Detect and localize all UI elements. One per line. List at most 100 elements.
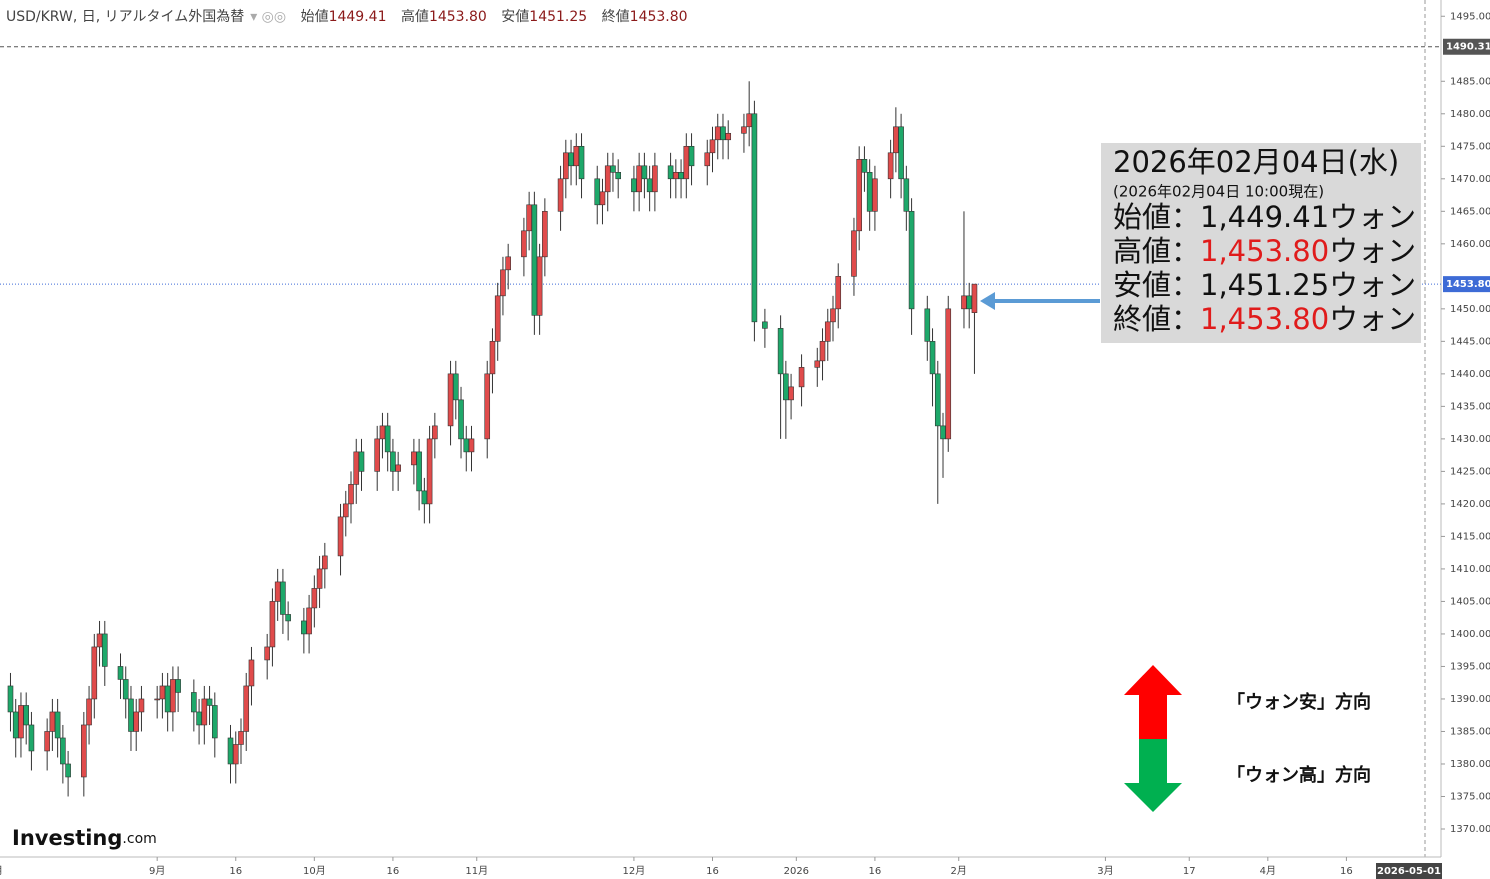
body bbox=[898, 126, 904, 180]
body bbox=[49, 711, 56, 732]
body bbox=[646, 178, 653, 193]
up-arrow bbox=[1124, 665, 1182, 739]
body bbox=[610, 165, 616, 173]
body bbox=[337, 516, 344, 557]
body bbox=[201, 698, 208, 726]
candle bbox=[322, 542, 328, 589]
y-tick-label: 1405.00 bbox=[1450, 596, 1490, 607]
high-value: 1453.80 bbox=[428, 9, 487, 25]
candle bbox=[101, 620, 108, 686]
candle bbox=[824, 308, 831, 361]
logo: Investing.com bbox=[12, 826, 157, 850]
high-label: 高値 bbox=[400, 9, 429, 25]
candle bbox=[494, 282, 501, 361]
body bbox=[961, 295, 967, 310]
candle bbox=[395, 451, 401, 491]
y-tick-label: 1440.00 bbox=[1450, 369, 1490, 380]
info-row: 安値：1,451.25ウォン bbox=[1113, 268, 1416, 302]
candle bbox=[851, 217, 857, 296]
body bbox=[568, 152, 574, 167]
body bbox=[54, 711, 61, 739]
body bbox=[824, 321, 831, 342]
body bbox=[416, 451, 422, 492]
body bbox=[395, 464, 401, 472]
body bbox=[887, 152, 894, 180]
unit: ウォン bbox=[1329, 268, 1416, 302]
value: 1,449.41 bbox=[1200, 200, 1329, 234]
candle bbox=[725, 120, 732, 160]
candle bbox=[316, 555, 323, 608]
body bbox=[631, 178, 637, 193]
candle bbox=[91, 633, 98, 719]
candle bbox=[384, 412, 391, 472]
label: 高値： bbox=[1113, 234, 1200, 268]
body bbox=[966, 295, 973, 310]
x-tick-label: 12月 bbox=[623, 865, 646, 877]
body bbox=[411, 451, 417, 466]
candle bbox=[65, 750, 71, 797]
candle bbox=[81, 711, 87, 797]
candle bbox=[458, 386, 464, 459]
candle bbox=[426, 425, 433, 524]
body bbox=[322, 555, 328, 570]
y-tick-label: 1495.00 bbox=[1450, 11, 1490, 22]
body bbox=[274, 581, 281, 602]
body bbox=[154, 698, 160, 701]
candle bbox=[971, 283, 978, 374]
body bbox=[238, 731, 244, 745]
info-asof: (2026年02月04日 10:00現在) bbox=[1113, 183, 1324, 201]
x-tick-label: 16 bbox=[869, 866, 882, 877]
y-tick-label: 1400.00 bbox=[1450, 629, 1490, 640]
body bbox=[91, 646, 98, 700]
body bbox=[903, 178, 910, 212]
body bbox=[578, 145, 585, 180]
body bbox=[227, 737, 234, 765]
body bbox=[306, 607, 312, 635]
body bbox=[678, 172, 684, 180]
candle bbox=[814, 347, 821, 387]
body bbox=[830, 308, 836, 323]
candle bbox=[819, 328, 826, 381]
info-row: 終値：1,453.80ウォン bbox=[1113, 302, 1416, 336]
body bbox=[851, 230, 857, 277]
y-tick-label: 1420.00 bbox=[1450, 499, 1490, 510]
unit: ウォン bbox=[1329, 200, 1416, 234]
header: USD/KRW, 日, リアルタイム外国為替 ▾ ◎◎ 始値1449.41 高値1… bbox=[6, 9, 688, 25]
body bbox=[819, 341, 826, 362]
candle bbox=[788, 373, 794, 420]
body bbox=[128, 698, 134, 732]
body bbox=[7, 685, 14, 713]
body bbox=[211, 705, 218, 739]
x-tick-label: 11月 bbox=[465, 865, 488, 877]
candle bbox=[348, 471, 354, 524]
label: 始値： bbox=[1113, 200, 1200, 234]
body bbox=[138, 698, 145, 713]
body bbox=[594, 178, 601, 206]
candle bbox=[243, 672, 250, 751]
price-box bbox=[1443, 276, 1490, 293]
pointer-arrow-head bbox=[980, 292, 995, 310]
body bbox=[908, 211, 915, 310]
candle bbox=[23, 692, 29, 745]
body bbox=[206, 698, 213, 706]
body bbox=[311, 588, 318, 609]
y-tick-label: 1485.00 bbox=[1450, 76, 1490, 87]
candle bbox=[521, 217, 527, 277]
candle bbox=[610, 152, 616, 192]
candle bbox=[934, 360, 941, 504]
legend-down: 「ウォン高」方向 bbox=[1227, 764, 1371, 786]
body bbox=[170, 679, 176, 713]
candle bbox=[887, 139, 894, 199]
candle bbox=[358, 438, 365, 491]
candle bbox=[872, 165, 878, 231]
body bbox=[531, 204, 538, 316]
cursor-date-box bbox=[1376, 863, 1442, 879]
body bbox=[641, 165, 648, 180]
cursor-date: 2026-05-01 bbox=[1377, 866, 1441, 877]
body bbox=[358, 451, 365, 472]
close-value: 1453.80 bbox=[629, 9, 688, 25]
body bbox=[374, 438, 381, 472]
candle bbox=[416, 438, 422, 511]
candle bbox=[175, 666, 181, 712]
unit: ウォン bbox=[1329, 302, 1416, 336]
